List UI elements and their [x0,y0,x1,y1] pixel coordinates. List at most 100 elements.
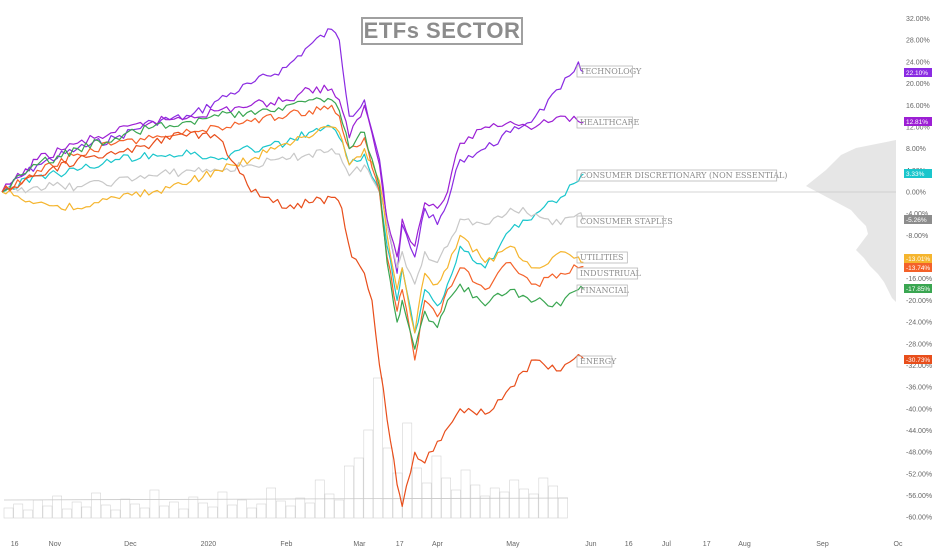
series-line [1,148,584,285]
value-tags: 22.10% 12.81% 3.33% -5.26% -13.01% -13.74% -17… [904,68,932,364]
x-tick-label: Apr [432,541,444,548]
volume-bar [363,429,374,519]
value-tag [904,254,932,263]
volume-average-line [3,497,569,501]
y-tick-label: 16.00% [906,103,930,110]
volume-bar [480,495,490,519]
volume-bar [178,508,189,519]
sector-label-box [576,169,778,182]
volume-bar [256,503,267,519]
y-tick-label: -32.00% [906,363,932,370]
volume-bar [246,507,257,519]
y-axis: 32.00% 28.00% 24.00% 20.00% 16.00% 12.00% 8.00… [906,16,932,522]
value-tag-label: -13.01% [906,256,930,263]
sector-label-box [576,251,628,264]
value-tag-label: -13.74% [906,265,930,272]
volume-bar [334,499,345,519]
y-tick-label: -56.00% [906,493,932,500]
sector-label: CONSUMER DISCRETIONARY (NON ESSENTIAL) [580,171,787,180]
volume-bar [139,507,150,519]
volume-bar [207,506,218,519]
value-tag [904,169,932,178]
y-tick-label: 20.00% [906,81,930,88]
volume-bar [412,467,422,519]
volume-bar [169,501,179,519]
value-tag [904,117,932,126]
series-line [1,104,584,361]
sector-label: FINANCIAL [580,286,630,295]
volume-bar [489,487,500,519]
y-tick-label: 12.00% [906,125,930,132]
x-tick-label: 2020 [201,541,217,548]
volume-bar [343,465,354,519]
x-tick-label: Sep [816,541,829,548]
volume-bar [110,509,121,519]
volume-bar [23,509,33,519]
sector-label: HEALTHCARE [580,118,639,127]
volume-bar [275,500,286,519]
volume-bar [266,487,277,519]
volume-bar [100,504,111,519]
y-tick-label: -20.00% [906,298,932,305]
sector-label: TECHNOLOGY [580,67,642,76]
y-tick-label: -16.00% [906,276,932,283]
volume-bar [519,488,529,519]
volume-bar [305,502,315,519]
volume-bar [450,489,461,519]
value-tag-label: -17.85% [906,286,930,293]
value-tag [904,68,932,77]
volume-bar [441,477,452,519]
volume-bar [353,457,364,519]
volume-bar [470,484,481,519]
series-line [1,126,584,334]
x-tick-label: Aug [738,541,751,548]
sector-label-box [576,267,639,280]
y-tick-label: -44.00% [906,428,932,435]
volume-bar [217,491,228,519]
volume-bar [3,507,14,519]
volume-bar [13,503,24,519]
x-tick-label: May [506,541,520,548]
volume-bar [81,506,92,519]
series-line [1,124,584,334]
sector-label-box [576,284,628,297]
value-tag-label: 3.33% [906,171,925,178]
sector-label: INDUSTRIUAL [580,269,642,278]
volume-bar [61,508,72,519]
value-tag-label: -30.73% [906,357,930,364]
value-tag-label: -5.26% [906,217,927,224]
series-line [1,84,584,258]
chart-title: ETFs SECTOR [363,18,521,43]
sector-label-box [576,355,613,368]
volume-bar [130,503,140,519]
series-line [1,28,584,274]
volume-bar [149,489,160,519]
y-tick-label: 24.00% [906,59,930,66]
x-tick-label: Jun [585,541,596,548]
volume-profile [806,140,896,302]
volume-bar [32,499,43,519]
volume-bar [402,422,413,519]
volume-bar [431,455,442,519]
value-tag [904,263,932,272]
volume-bar [91,492,101,519]
volume-bar [188,496,199,519]
volume-bar [227,504,238,519]
volume-bars [3,377,569,519]
value-tag-label: 12.81% [906,119,928,126]
x-tick-label: Oc [894,541,903,548]
y-tick-label: -8.00% [906,233,928,240]
volume-profile-shape [806,140,896,302]
x-tick-label: 16 [625,541,633,548]
sector-labels: TECHNOLOGY HEALTHCARE CONSUMER DISCRETIONA… [576,65,787,368]
y-tick-label: -28.00% [906,341,932,348]
x-tick-label: 17 [396,541,404,548]
volume-bar [509,479,520,519]
x-tick-label: Jul [662,541,671,548]
volume-bar [421,482,432,519]
series-line [1,130,584,507]
y-tick-label: 0.00% [906,190,926,197]
y-tick-label: -48.00% [906,450,932,457]
volume-bar [159,505,170,519]
